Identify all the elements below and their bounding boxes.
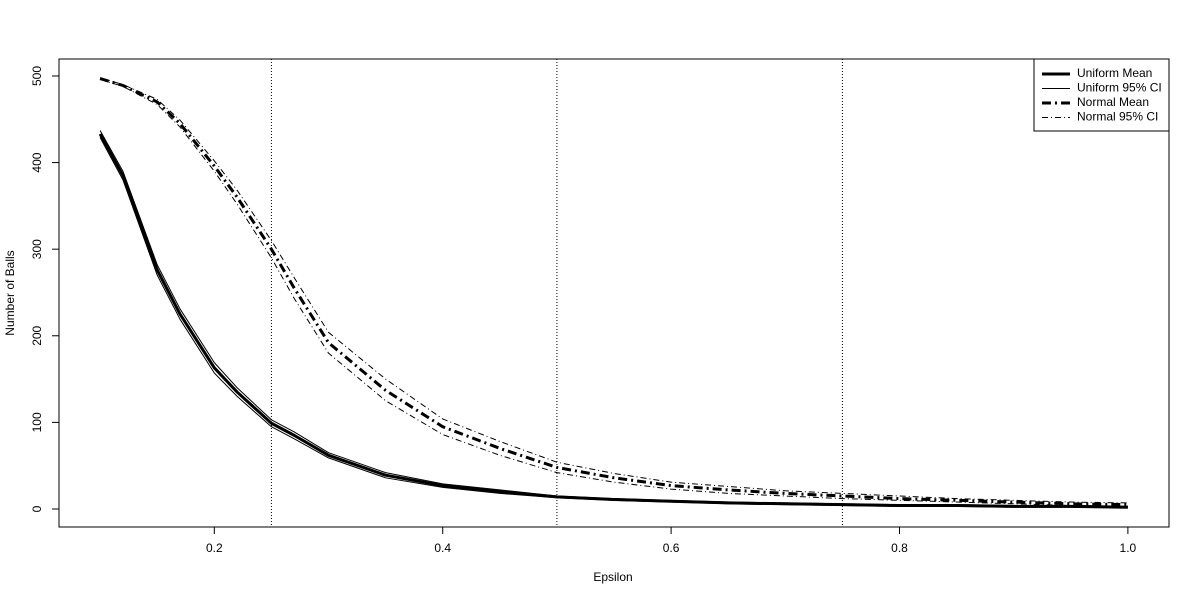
legend-box [1033,58,1170,132]
series-line [99,77,1128,504]
plot-frame [58,58,1170,528]
x-tick-label: 0.6 [663,541,680,555]
x-tick-label: 0.4 [434,541,451,555]
series-line [99,130,1128,507]
x-tick-label: 0.8 [891,541,908,555]
x-axis-label: Epsilon [593,570,632,584]
x-tick-label: 1.0 [1120,541,1137,555]
series-line [99,137,1128,508]
series-line [99,77,1128,507]
y-tick-label: 0 [30,505,44,512]
legend-label: Normal 95% CI [1077,110,1158,124]
y-tick-label: 300 [30,239,44,259]
y-axis-label: Number of Balls [3,250,17,335]
legend-label: Uniform 95% CI [1077,81,1162,95]
series-line [99,78,1128,507]
legend-label: Uniform Mean [1077,66,1152,80]
y-tick-label: 200 [30,325,44,345]
x-tick-label: 0.2 [206,541,223,555]
series-line [98,133,1128,509]
y-tick-label: 100 [30,412,44,432]
y-tick-label: 400 [30,152,44,172]
y-tick-label: 500 [30,66,44,86]
legend-label: Normal Mean [1077,95,1149,109]
